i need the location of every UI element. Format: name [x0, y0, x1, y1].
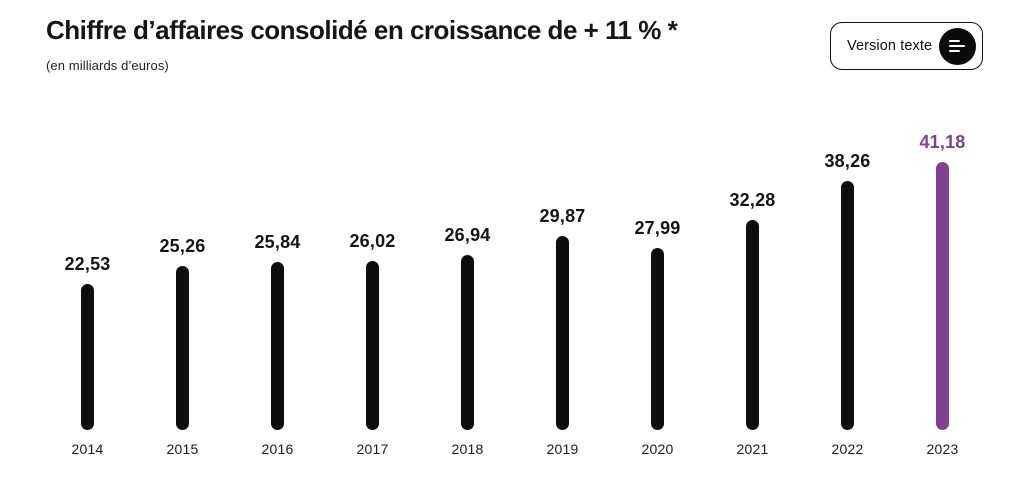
- bar-value-label: 29,87: [539, 205, 586, 226]
- version-text-button-label: Version texte: [847, 38, 933, 54]
- x-axis-label: 2017: [356, 441, 389, 457]
- bar: [935, 162, 949, 430]
- bar-column: 25,26 2015: [135, 96, 230, 457]
- page-title: Chiffre d’affaires consolidé en croissan…: [46, 15, 678, 45]
- bar-column: 26,02 2017: [325, 96, 420, 457]
- bars-container: 22,53 2014 25,26 2015 25,84 2016 26,02 2017 26,9…: [40, 96, 990, 457]
- bar: [80, 283, 94, 430]
- bar-value-label: 25,26: [159, 235, 206, 256]
- chart-unit-label: (en milliards d’euros): [46, 57, 169, 73]
- bar-column: 25,84 2016: [230, 96, 325, 457]
- bar: [270, 262, 284, 430]
- bar-value-label: 26,02: [349, 230, 396, 251]
- bar-value-label: 32,28: [729, 190, 776, 211]
- bar-value-label: 38,26: [824, 151, 871, 172]
- version-text-button[interactable]: Version texte: [830, 22, 983, 70]
- bar-value-label: 26,94: [444, 224, 491, 245]
- bar: [745, 220, 759, 430]
- bar: [175, 265, 189, 430]
- bar-column: 38,26 2022: [800, 96, 895, 457]
- bar-value-label: 27,99: [634, 218, 681, 239]
- text-lines-icon: [939, 27, 976, 65]
- x-axis-label: 2019: [546, 441, 579, 457]
- bar-column: 32,28 2021: [705, 96, 800, 457]
- x-axis-label: 2014: [71, 441, 104, 457]
- x-axis-label: 2021: [736, 441, 769, 457]
- x-axis-label: 2018: [451, 441, 484, 457]
- x-axis-label: 2023: [926, 441, 959, 457]
- bar-column: 22,53 2014: [40, 96, 135, 457]
- bar: [555, 235, 569, 430]
- bar: [365, 260, 379, 430]
- bar-column: 26,94 2018: [420, 96, 515, 457]
- x-axis-label: 2015: [166, 441, 199, 457]
- bar-column: 29,87 2019: [515, 96, 610, 457]
- bar: [650, 248, 664, 430]
- bar-value-label: 25,84: [254, 232, 301, 252]
- bar: [840, 181, 854, 430]
- bar-column: 27,99 2020: [610, 96, 705, 457]
- chart-header: Chiffre d’affaires consolidé en croissan…: [46, 15, 678, 73]
- bar: [460, 254, 474, 430]
- x-axis-label: 2020: [641, 441, 674, 457]
- revenue-bar-chart: 22,53 2014 25,26 2015 25,84 2016 26,02 2017 26,9…: [40, 96, 990, 457]
- bar-value-label: 41,18: [919, 132, 966, 153]
- x-axis-label: 2016: [261, 441, 294, 457]
- bar-column: 41,18 2023: [895, 96, 990, 457]
- bar-value-label: 22,53: [64, 253, 111, 274]
- x-axis-label: 2022: [831, 441, 864, 457]
